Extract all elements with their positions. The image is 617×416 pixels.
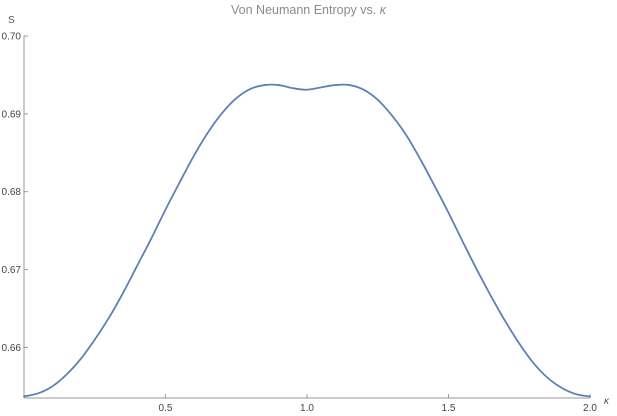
- x-tick-label: 1.5: [442, 403, 456, 414]
- x-ticks: 0.5 1.0 1.5 2.0: [159, 394, 597, 414]
- x-tick-label: 1.0: [300, 403, 314, 414]
- chart-title: Von Neumann Entropy vs. κ: [231, 3, 387, 17]
- series-line: [23, 83, 591, 398]
- y-tick-label: 0.68: [2, 187, 22, 198]
- y-tick-label: 0.69: [2, 109, 22, 120]
- x-tick-label: 0.5: [159, 403, 173, 414]
- y-tick-label: 0.67: [2, 265, 22, 276]
- x-tick-label: 2.0: [583, 403, 597, 414]
- y-tick-label: 0.66: [2, 343, 22, 354]
- y-ticks: 0.66 0.67 0.68 0.69 0.70: [2, 32, 28, 354]
- y-tick-label: 0.70: [2, 32, 22, 43]
- chart-title-text: Von Neumann Entropy vs.: [231, 3, 380, 17]
- y-axis-label: S: [8, 15, 15, 26]
- chart-title-symbol: κ: [380, 3, 387, 17]
- x-axis-label: κ: [604, 396, 610, 407]
